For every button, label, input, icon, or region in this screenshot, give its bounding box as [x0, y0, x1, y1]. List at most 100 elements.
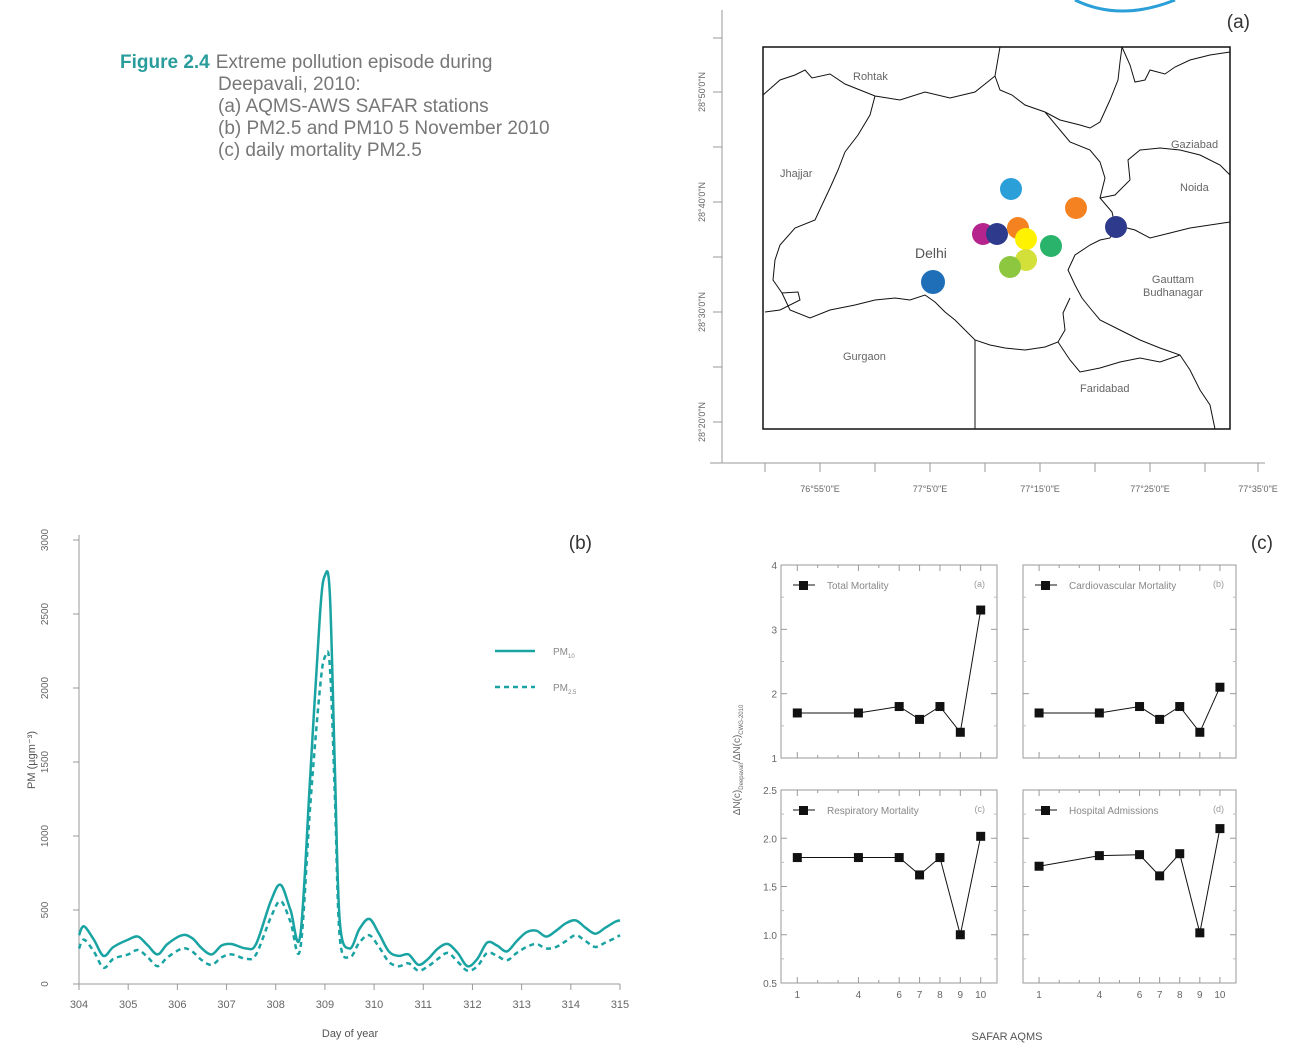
legend-pm10-base: PM [553, 647, 568, 658]
figure-caption: Figure 2.4 Extreme pollution episode dur… [120, 52, 680, 162]
map-panel: (a) 28°50'0"N 28°40'0"N 28°30'0"N 28°20'… [697, 0, 1278, 494]
pm-chart-legend: PM10 PM2.5 [495, 647, 577, 696]
figure-label: Figure 2.4 [120, 52, 210, 73]
subplot-x-tick-label: 9 [958, 990, 964, 1001]
subplot-data-point [1195, 727, 1205, 737]
subplot-x-tick-label: 1 [1036, 990, 1042, 1001]
caption-line-3: (a) AQMS-AWS SAFAR stations [218, 96, 489, 117]
map-x-ticks [764, 463, 1259, 472]
subplot-data-point [1155, 871, 1165, 881]
subplot-x-tick-label: 9 [1197, 990, 1203, 1001]
mortality-ylabel-sub-1: Deepavali [739, 763, 745, 790]
lon-label-5: 77°35'0"E [1238, 484, 1278, 494]
pm-chart-x-tick-label: 304 [70, 999, 88, 1011]
subplot-data-point [1175, 849, 1185, 859]
subplot-data-point [1195, 928, 1205, 938]
subplot-legend-label: Respiratory Mortality [827, 806, 919, 817]
caption-line-1: Extreme pollution episode during [215, 52, 493, 73]
pm-chart-y-tick-label: 1500 [40, 750, 51, 773]
subplot-x-tick-label: 7 [917, 990, 923, 1001]
region-label-gauttam: Gauttam [1152, 274, 1194, 286]
region-label-noida: Noida [1180, 182, 1210, 194]
pm-chart-y-tick-label: 500 [40, 901, 51, 918]
lon-label-3: 77°15'0"E [1020, 484, 1060, 494]
subplot-frame [1022, 789, 1237, 984]
pm25-series-line [77, 650, 621, 973]
subplot-data-point [1175, 702, 1185, 712]
mortality-ylabel: ΔN(c)Deepavali/ΔN(c)CWG-2010 [732, 704, 745, 815]
subplot-x-tick-label: 6 [896, 990, 902, 1001]
station-marker [921, 270, 945, 294]
mortality-ylabel-sub-2: CWG-2010 [739, 704, 745, 735]
pm-chart-y-tick-label: 2000 [40, 676, 51, 699]
legend-pm25-base: PM [553, 683, 568, 694]
pm-chart-y-tick-label: 0 [40, 981, 51, 987]
map-panel-label: (a) [1227, 12, 1250, 33]
subplot-data-point [792, 853, 802, 863]
subplot-data-point [955, 930, 965, 940]
subplot-legend-swatch-marker [799, 581, 808, 590]
pm-chart-y-tick-label: 3000 [40, 528, 51, 551]
subplot-y-tick-label: 0.5 [763, 979, 777, 990]
station-marker [1105, 216, 1127, 238]
subplot-x-tick-label: 10 [975, 990, 987, 1001]
subplot-y-tick-label: 1.5 [763, 883, 777, 894]
subplot-y-tick-label: 4 [771, 561, 777, 572]
pm-chart-x-tick-label: 315 [611, 999, 629, 1011]
subplot-data-point [853, 853, 863, 863]
subplot-data-point [1094, 851, 1104, 861]
region-label-gaziabad: Gaziabad [1171, 139, 1218, 151]
subplot-legend-swatch-marker [1041, 581, 1050, 590]
district-boundaries [762, 46, 1231, 430]
subplot-x-tick-label: 6 [1137, 990, 1143, 1001]
pm-chart-x-tick-label: 309 [316, 999, 334, 1011]
subplot-data-point [894, 702, 904, 712]
station-marker [1040, 235, 1062, 257]
pm-chart-x-tick-label: 310 [365, 999, 383, 1011]
subplot-data-point [1135, 702, 1145, 712]
pm-chart-x-tick-label: 311 [414, 999, 432, 1011]
mortality-panel-label: (c) [1251, 533, 1273, 554]
pm-chart-panel-label: (b) [569, 533, 592, 554]
mortality-subplot: 1 4 6 7 8 9 10 Hospital Admissions (d) [1022, 789, 1237, 1001]
subplot-data-point [976, 605, 986, 615]
caption-line-4: (b) PM2.5 and PM10 5 November 2010 [218, 118, 550, 139]
blue-arc-decoration [1074, 0, 1176, 13]
subplot-y-tick-label: 2 [771, 690, 777, 701]
legend-pm25-sub: 2.5 [568, 690, 577, 696]
subplot-data-point [853, 708, 863, 718]
subplot-x-tick-label: 8 [937, 990, 943, 1001]
station-marker [1015, 228, 1037, 250]
caption-line-2: Deepavali, 2010: [218, 74, 361, 95]
pm-chart-xlabel: Day of year [322, 1028, 379, 1040]
region-label-rohtak: Rohtak [853, 71, 888, 83]
pm-chart-y-tick-label: 1000 [40, 824, 51, 847]
pm-chart-ylabel: PM (µgm⁻³) [26, 731, 38, 789]
subplot-data-point [1034, 708, 1044, 718]
subplot-y-tick-label: 1.0 [763, 931, 777, 942]
subplot-tag: (c) [975, 804, 986, 814]
subplot-x-tick-label: 8 [1177, 990, 1183, 1001]
subplot-x-tick-label: 10 [1214, 990, 1226, 1001]
subplot-data-point [1135, 850, 1145, 860]
subplot-data-point [1215, 682, 1225, 692]
subplot-x-tick-label: 7 [1157, 990, 1163, 1001]
mortality-ylabel-part-2: /ΔN(c) [732, 735, 743, 763]
lon-label-4: 77°25'0"E [1130, 484, 1170, 494]
subplot-legend-label: Total Mortality [827, 581, 889, 592]
region-label-jhajjar: Jhajjar [780, 168, 813, 180]
station-marker [1065, 197, 1087, 219]
subplot-data-point [1155, 714, 1165, 724]
legend-label-pm10: PM10 [553, 647, 575, 660]
station-marker [1000, 178, 1022, 200]
station-markers [921, 178, 1127, 294]
mortality-subplot: Cardiovascular Mortality (b) [1022, 564, 1237, 759]
pm10-series-line [77, 570, 621, 968]
pm-chart-panel: (b) PM (µgm⁻³) Day of year 0 500 1000 1500 2… [26, 528, 629, 1040]
pm-chart-x-tick-label: 313 [512, 999, 530, 1011]
pm-chart-x-tick-label: 306 [168, 999, 186, 1011]
subplot-data-point [935, 853, 945, 863]
subplot-x-tick-label: 1 [795, 990, 801, 1001]
region-label-delhi: Delhi [915, 245, 947, 261]
region-label-budhanagar: Budhanagar [1143, 287, 1203, 299]
